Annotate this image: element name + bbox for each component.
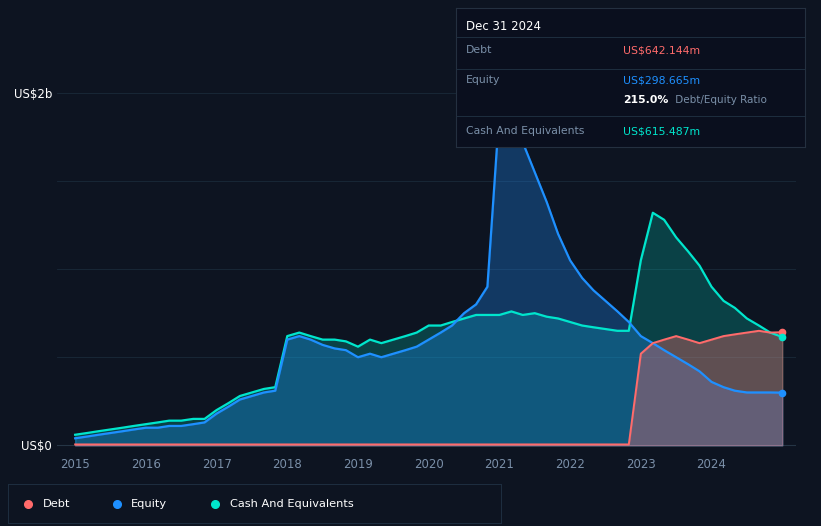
Text: Cash And Equivalents: Cash And Equivalents [230,499,354,509]
Text: Debt: Debt [466,45,493,55]
Text: Equity: Equity [466,75,501,85]
Text: Dec 31 2024: Dec 31 2024 [466,21,541,34]
Text: US$615.487m: US$615.487m [623,126,700,136]
Text: US$298.665m: US$298.665m [623,75,700,85]
Text: Cash And Equivalents: Cash And Equivalents [466,126,585,136]
Text: Equity: Equity [131,499,167,509]
Text: 215.0%: 215.0% [623,95,668,105]
Text: Debt: Debt [43,499,70,509]
Text: Debt/Equity Ratio: Debt/Equity Ratio [672,95,767,105]
Text: US$642.144m: US$642.144m [623,45,700,55]
